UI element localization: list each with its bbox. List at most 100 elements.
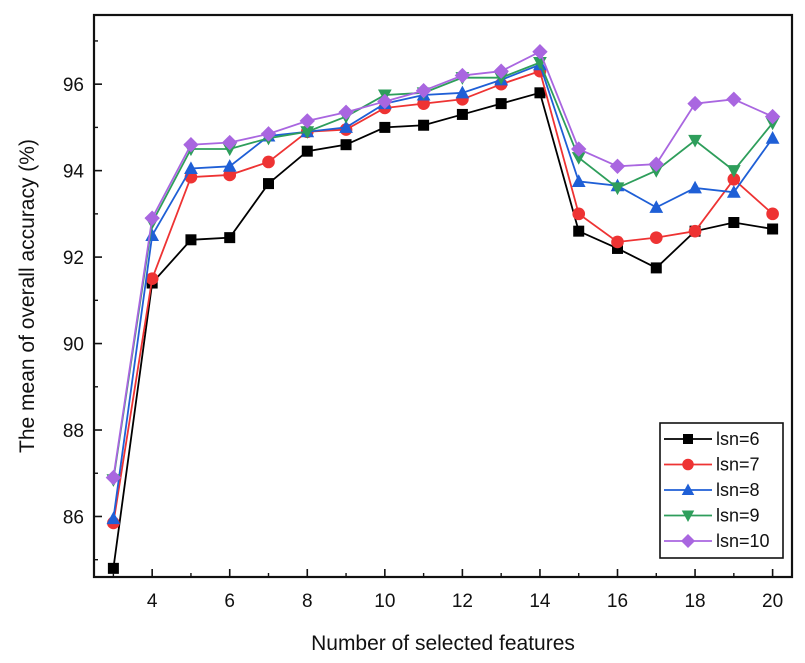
series-lsn-10 [105,44,781,486]
x-tick-label: 10 [374,591,395,612]
legend-label: lsn=6 [716,429,760,449]
data-point [260,126,277,142]
series-line [112,91,773,569]
y-tick-label: 86 [63,507,84,528]
legend-marker [681,510,695,522]
data-point [688,180,702,194]
y-tick-label: 96 [63,75,84,96]
data-point [609,158,626,175]
data-point [184,161,198,174]
data-point [456,108,468,120]
legend-marker [682,458,694,471]
data-point [222,159,237,172]
data-point [222,134,238,151]
data-point [455,85,470,99]
data-point [649,231,663,244]
plot-frame [92,13,794,579]
data-point [263,178,274,190]
legend-marker [681,534,695,548]
data-point [688,224,702,238]
x-axis-title: Number of selected features [311,632,575,655]
legend-item: lsn=9 [664,506,760,526]
data-point [728,217,740,229]
data-point [418,119,430,131]
data-point [262,155,275,169]
data-point [726,91,742,107]
data-point [650,262,662,274]
data-point [145,228,160,241]
data-point [183,136,199,153]
data-point [493,63,509,79]
data-point [571,141,587,157]
data-point [688,134,702,148]
data-point [224,232,236,244]
data-point [612,242,623,254]
data-point [611,235,624,249]
data-point [340,139,352,151]
data-point [105,469,122,486]
data-point [495,98,507,110]
data-point [532,44,548,60]
data-point [765,131,780,144]
x-tick-label: 14 [529,591,551,612]
data-point [649,200,664,213]
data-point [726,185,741,198]
data-point [339,120,353,133]
data-point [107,562,119,574]
y-tick-label: 90 [63,335,84,356]
legend-marker [683,434,693,444]
x-tick-label: 6 [224,591,235,612]
data-point [571,152,586,165]
data-point [766,207,779,221]
y-tick-label: 92 [63,248,84,269]
data-point [106,511,121,525]
legend-item: lsn=8 [664,480,760,500]
legend: lsn=6 lsn=7 lsn=8 lsn=9 lsn=10 [659,422,784,559]
data-point [144,210,160,226]
x-tick-label: 16 [607,591,628,612]
series-line [112,50,773,478]
data-point [572,207,586,221]
y-tick-label: 88 [63,421,84,442]
data-point [648,156,664,172]
data-point [610,182,625,196]
data-point [727,172,741,186]
data-point [687,95,703,112]
data-point [571,174,586,187]
legend-label: lsn=9 [716,506,760,526]
axes-layer: 4 6 8 10 12 14 16 18 20 86 88 90 92 94 96 [63,13,794,612]
data-point [377,93,393,110]
legend-marker [681,483,695,495]
data-point [534,87,546,99]
data-point [415,82,432,99]
x-tick-label: 20 [762,591,783,612]
x-tick-label: 8 [302,591,313,612]
data-point [379,121,391,133]
legend-item: lsn=10 [664,531,770,551]
x-tick-label: 18 [684,591,705,612]
data-point [145,272,159,286]
data-point [299,113,315,129]
legend-item: lsn=7 [664,455,760,475]
x-tick-label: 4 [147,591,158,612]
series-lsn-8 [106,57,780,525]
data-point [300,126,315,139]
data-point [454,67,471,84]
data-point [726,165,741,178]
data-point [338,104,354,120]
series-line [112,61,774,480]
series-layer [105,44,781,574]
y-axis-title: The mean of overall accuracy (%) [16,139,39,453]
data-point [764,108,781,125]
series-line [112,63,774,519]
series-line [112,70,774,524]
y-tick-label: 94 [63,162,85,183]
legend-item: lsn=6 [664,429,760,449]
legend-label: lsn=8 [716,480,760,500]
x-tick-label: 12 [452,591,473,612]
data-point [573,225,585,237]
legend-label: lsn=7 [716,455,760,475]
data-point [767,223,779,235]
data-point [185,234,197,246]
